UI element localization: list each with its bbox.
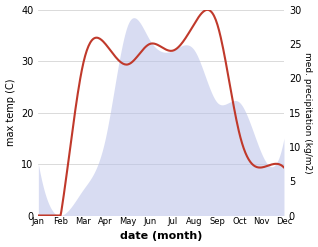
X-axis label: date (month): date (month) — [120, 231, 202, 242]
Y-axis label: med. precipitation (kg/m2): med. precipitation (kg/m2) — [303, 52, 313, 173]
Y-axis label: max temp (C): max temp (C) — [5, 79, 16, 146]
